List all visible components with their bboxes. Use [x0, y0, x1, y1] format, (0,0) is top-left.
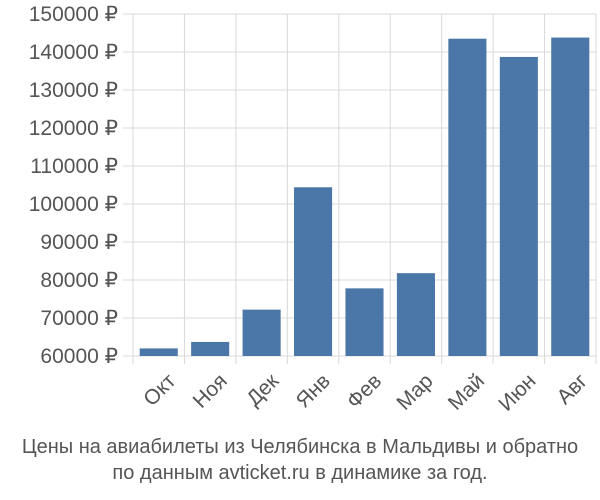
y-tick-label: 100000 ₽ [29, 193, 118, 216]
x-tick-label: Окт [139, 369, 181, 411]
chart-caption-line-1: Цены на авиабилеты из Челябинска в Мальд… [21, 436, 579, 458]
x-tick-label: Мар [392, 369, 437, 414]
y-tick-label: 130000 ₽ [29, 79, 118, 102]
bar-0 [139, 348, 178, 356]
bar-1 [191, 341, 230, 356]
x-tick-label: Авг [553, 369, 593, 409]
bar-chart: 60000 ₽ 70000 ₽ 80000 ₽ 90000 ₽ 100000 ₽ 1100… [29, 3, 597, 416]
bar-5 [396, 273, 435, 356]
x-tick-label: Май [444, 369, 489, 414]
y-tick-label: 150000 ₽ [29, 3, 118, 26]
x-tick-label: Дек [242, 369, 284, 411]
bar-8 [551, 37, 590, 357]
chart-caption-line-2: по данным avticket.ru в динамике за год. [112, 462, 488, 484]
bar-4 [345, 288, 384, 356]
bars [139, 37, 590, 357]
x-axis-ticks: Окт Ноя Дек Янв Фев Мар Май Июн Авг [139, 369, 592, 416]
y-axis-ticks: 60000 ₽ 70000 ₽ 80000 ₽ 90000 ₽ 100000 ₽ 1100… [29, 3, 118, 368]
y-tick-label: 110000 ₽ [30, 155, 118, 178]
x-tick-label: Фев [343, 369, 387, 413]
grid-lines [123, 13, 597, 364]
y-tick-label: 120000 ₽ [29, 117, 118, 140]
bar-6 [448, 38, 487, 356]
y-tick-label: 70000 ₽ [40, 307, 118, 330]
x-tick-label: Ноя [189, 369, 232, 412]
y-tick-label: 90000 ₽ [40, 231, 118, 254]
bar-3 [294, 187, 333, 356]
x-tick-label: Июн [494, 369, 540, 415]
y-tick-label: 140000 ₽ [29, 41, 118, 64]
y-tick-label: 60000 ₽ [40, 345, 118, 368]
bar-2 [242, 309, 281, 356]
bar-7 [499, 56, 538, 356]
x-tick-label: Янв [292, 369, 335, 412]
y-tick-label: 80000 ₽ [40, 269, 118, 292]
